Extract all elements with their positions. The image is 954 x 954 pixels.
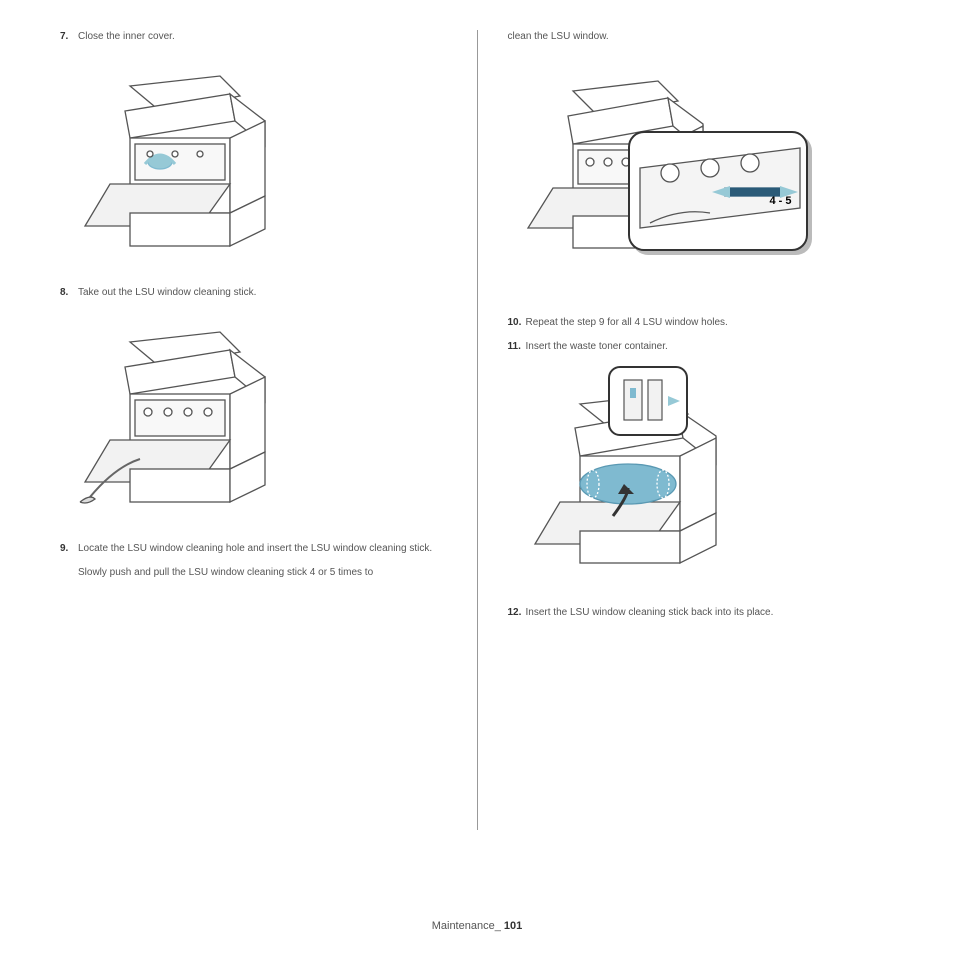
callout-detail: 4 - 5 <box>628 131 808 251</box>
step-text: Take out the LSU window cleaning stick. <box>78 286 256 300</box>
step-9-extra-text: Slowly push and pull the LSU window clea… <box>78 566 447 580</box>
step-12: 12. Insert the LSU window cleaning stick… <box>508 606 895 620</box>
page-content: 7. Close the inner cover. <box>0 0 954 880</box>
footer-sep: _ <box>495 920 504 932</box>
step-number: 11. <box>508 340 526 354</box>
step-number: 12. <box>508 606 526 620</box>
step-10: 10. Repeat the step 9 for all 4 LSU wind… <box>508 316 895 330</box>
footer-section: Maintenance <box>432 920 495 932</box>
figure-step-9-clean: 4 - 5 <box>518 66 895 286</box>
figure-step-11 <box>518 376 895 586</box>
printer-illustration: 4 - 5 <box>518 66 748 286</box>
printer-illustration <box>70 322 270 522</box>
step-9-continuation: clean the LSU window. <box>508 30 895 44</box>
left-column: 7. Close the inner cover. <box>60 30 447 830</box>
callout-label: 4 - 5 <box>769 195 791 207</box>
step-text: Insert the LSU window cleaning stick bac… <box>526 606 774 620</box>
step-number: 10. <box>508 316 526 330</box>
callout-detail-small <box>608 366 688 436</box>
step-number: 9. <box>60 542 78 556</box>
figure-step-8 <box>70 322 447 522</box>
step-11: 11. Insert the waste toner container. <box>508 340 895 354</box>
step-number: 7. <box>60 30 78 44</box>
right-column: clean the LSU window. <box>508 30 895 830</box>
step-9: 9. Locate the LSU window cleaning hole a… <box>60 542 447 556</box>
footer-page-number: 101 <box>504 920 522 932</box>
printer-illustration <box>70 66 270 266</box>
figure-step-7 <box>70 66 447 266</box>
printer-illustration <box>518 376 728 586</box>
step-8: 8. Take out the LSU window cleaning stic… <box>60 286 447 300</box>
step-text: Repeat the step 9 for all 4 LSU window h… <box>526 316 728 330</box>
step-7: 7. Close the inner cover. <box>60 30 447 44</box>
step-text: Insert the waste toner container. <box>526 340 668 354</box>
step-text: Locate the LSU window cleaning hole and … <box>78 542 432 556</box>
step-number: 8. <box>60 286 78 300</box>
column-divider <box>477 30 478 830</box>
page-footer: Maintenance_ 101 <box>0 920 954 932</box>
step-text: Close the inner cover. <box>78 30 175 44</box>
